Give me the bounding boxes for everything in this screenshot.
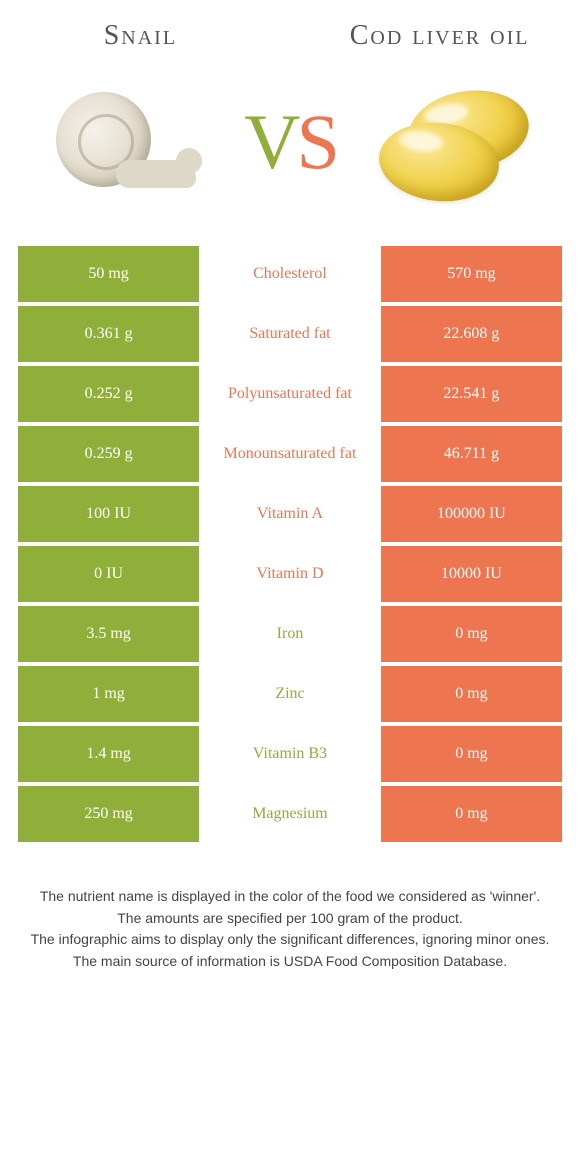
- table-row: 1 mgZinc0 mg: [18, 666, 562, 722]
- left-value-cell: 250 mg: [18, 786, 199, 842]
- vs-s: S: [296, 98, 335, 185]
- left-food-title: Snail: [18, 20, 263, 52]
- header-row: Snail Cod liver oil: [18, 20, 562, 52]
- table-row: 250 mgMagnesium0 mg: [18, 786, 562, 842]
- nutrient-label-cell: Vitamin D: [199, 546, 381, 602]
- infographic-container: Snail Cod liver oil VS 50 mgCholesterol5…: [0, 0, 580, 993]
- left-value-cell: 1 mg: [18, 666, 199, 722]
- right-value-cell: 22.608 g: [381, 306, 562, 362]
- vs-label: VS: [244, 97, 336, 187]
- nutrient-label-cell: Cholesterol: [199, 246, 381, 302]
- right-value-cell: 0 mg: [381, 666, 562, 722]
- table-row: 0 IUVitamin D10000 IU: [18, 546, 562, 602]
- footer-line-2: The amounts are specified per 100 gram o…: [28, 908, 552, 930]
- left-value-cell: 3.5 mg: [18, 606, 199, 662]
- left-value-cell: 0.252 g: [18, 366, 199, 422]
- nutrient-label-cell: Polyunsaturated fat: [199, 366, 381, 422]
- left-value-cell: 0.361 g: [18, 306, 199, 362]
- images-row: VS: [18, 72, 562, 212]
- right-value-cell: 22.541 g: [381, 366, 562, 422]
- table-row: 3.5 mgIron0 mg: [18, 606, 562, 662]
- footer-notes: The nutrient name is displayed in the co…: [18, 886, 562, 973]
- nutrient-label-cell: Zinc: [199, 666, 381, 722]
- right-value-cell: 10000 IU: [381, 546, 562, 602]
- nutrient-label-cell: Monounsaturated fat: [199, 426, 381, 482]
- nutrient-label-cell: Iron: [199, 606, 381, 662]
- comparison-table: 50 mgCholesterol570 mg0.361 gSaturated f…: [18, 242, 562, 846]
- snail-image: [18, 72, 225, 212]
- left-value-cell: 0 IU: [18, 546, 199, 602]
- table-row: 0.252 gPolyunsaturated fat22.541 g: [18, 366, 562, 422]
- table-row: 0.361 gSaturated fat22.608 g: [18, 306, 562, 362]
- right-value-cell: 0 mg: [381, 726, 562, 782]
- table-row: 1.4 mgVitamin B30 mg: [18, 726, 562, 782]
- nutrient-label-cell: Saturated fat: [199, 306, 381, 362]
- right-value-cell: 100000 IU: [381, 486, 562, 542]
- table-row: 100 IUVitamin A100000 IU: [18, 486, 562, 542]
- right-value-cell: 0 mg: [381, 606, 562, 662]
- right-food-title: Cod liver oil: [317, 20, 562, 52]
- footer-line-3: The infographic aims to display only the…: [28, 929, 552, 951]
- vs-v: V: [244, 98, 296, 185]
- left-value-cell: 1.4 mg: [18, 726, 199, 782]
- left-value-cell: 50 mg: [18, 246, 199, 302]
- left-value-cell: 0.259 g: [18, 426, 199, 482]
- nutrient-label-cell: Vitamin B3: [199, 726, 381, 782]
- right-value-cell: 0 mg: [381, 786, 562, 842]
- right-value-cell: 570 mg: [381, 246, 562, 302]
- right-value-cell: 46.711 g: [381, 426, 562, 482]
- footer-line-1: The nutrient name is displayed in the co…: [28, 886, 552, 908]
- cod-liver-oil-image: [355, 72, 562, 212]
- table-row: 50 mgCholesterol570 mg: [18, 246, 562, 302]
- footer-line-4: The main source of information is USDA F…: [28, 951, 552, 973]
- left-value-cell: 100 IU: [18, 486, 199, 542]
- nutrient-label-cell: Magnesium: [199, 786, 381, 842]
- table-row: 0.259 gMonounsaturated fat46.711 g: [18, 426, 562, 482]
- nutrient-label-cell: Vitamin A: [199, 486, 381, 542]
